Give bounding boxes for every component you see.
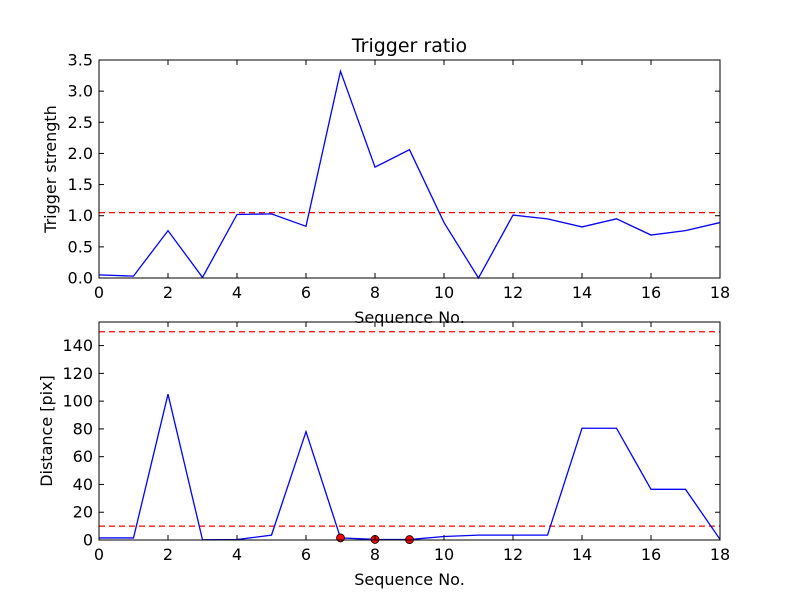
x-tick-label: 0 xyxy=(94,545,104,564)
x-tick-label: 6 xyxy=(301,545,311,564)
series-line xyxy=(98,68,721,280)
x-tick-label: 0 xyxy=(94,283,104,302)
x-tick-label: 4 xyxy=(232,283,242,302)
y-tick-label: 3.5 xyxy=(68,51,93,70)
x-axis-label: Sequence No. xyxy=(354,308,465,327)
x-tick-label: 12 xyxy=(503,545,523,564)
plot-frame xyxy=(98,321,721,541)
distance-chart: 0 2 4 6 8 10 12 14 16 18 0 20 40 60 80 100 120 140 Sequen… xyxy=(37,321,730,589)
chart-title: Trigger ratio xyxy=(351,35,467,57)
y-tick-label: 2.5 xyxy=(68,113,93,132)
x-tick-label: 4 xyxy=(232,545,242,564)
y-tick-label: 0.0 xyxy=(68,269,93,288)
y-tick-label: 0 xyxy=(83,531,93,550)
y-tick-label: 100 xyxy=(62,392,93,411)
y-tick-label: 140 xyxy=(62,336,93,355)
x-tick-label: 18 xyxy=(710,545,730,564)
plot-frame xyxy=(98,59,721,279)
y-tick-label: 20 xyxy=(73,503,93,522)
y-axis-label: Trigger strength xyxy=(41,105,60,234)
y-tick-label: 80 xyxy=(73,419,93,438)
x-tick-label: 2 xyxy=(163,545,173,564)
x-tick-label: 8 xyxy=(370,545,380,564)
y-tick-label: 0.5 xyxy=(68,237,93,256)
x-tick-label: 16 xyxy=(641,283,661,302)
y-tick-label: 120 xyxy=(62,364,93,383)
data-point-marker xyxy=(336,533,345,543)
x-tick-label: 8 xyxy=(370,283,380,302)
x-tick-label: 10 xyxy=(434,545,454,564)
y-tick-label: 60 xyxy=(73,447,93,466)
x-tick-label: 10 xyxy=(434,283,454,302)
y-tick-label: 2.0 xyxy=(68,144,93,163)
x-tick-label: 6 xyxy=(301,283,311,302)
x-tick-label: 18 xyxy=(710,283,730,302)
x-tick-label: 14 xyxy=(572,545,592,564)
x-axis-label: Sequence No. xyxy=(354,570,465,589)
y-tick-label: 3.0 xyxy=(68,82,93,101)
y-tick-label: 1.5 xyxy=(68,175,93,194)
x-tick-label: 16 xyxy=(641,545,661,564)
y-tick-label: 1.0 xyxy=(68,206,93,225)
y-axis-label: Distance [pix] xyxy=(37,375,56,487)
x-tick-label: 2 xyxy=(163,283,173,302)
y-tick-label: 40 xyxy=(73,475,93,494)
trigger-ratio-chart: Trigger ratio 0 2 4 6 8 10 12 14 16 18 0.0 0.5 1.0 1.… xyxy=(41,35,730,327)
x-tick-label: 12 xyxy=(503,283,523,302)
plot-area: 0 2 4 6 8 10 12 14 16 18 0.0 0.5 1.0 1.5 2.0 2.5 3.0 3.5 xyxy=(68,51,731,303)
x-tick-label: 14 xyxy=(572,283,592,302)
